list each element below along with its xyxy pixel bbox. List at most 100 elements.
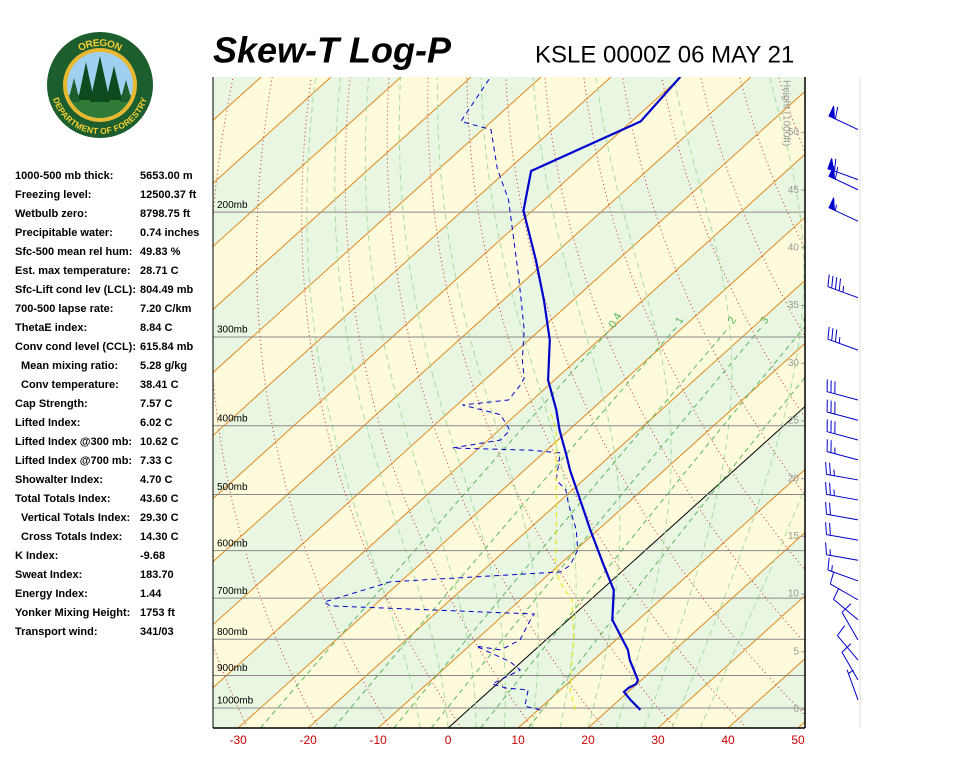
stat-value: 8.84 C xyxy=(140,322,172,334)
chart-subtitle: KSLE 0000Z 06 MAY 21 xyxy=(535,41,794,68)
moist-adiabat xyxy=(643,77,733,728)
wind-barb xyxy=(826,379,859,401)
stat-label: Sfc-500 mean rel hum: xyxy=(15,246,132,258)
y2-tick-label: 30 xyxy=(788,358,800,369)
wind-barb xyxy=(837,625,859,661)
moist-adiabat xyxy=(364,77,477,728)
temperature-band xyxy=(213,77,805,625)
stat-value: 49.83 % xyxy=(140,246,181,258)
stat-label: Sweat Index: xyxy=(15,569,82,581)
isotherm xyxy=(237,216,805,728)
moist-adiabat xyxy=(306,77,421,728)
stat-value: 1753 ft xyxy=(140,607,175,619)
mixing-ratio-line xyxy=(528,376,805,728)
stat-value: 29.30 C xyxy=(140,512,179,524)
stat-label: Showalter Index: xyxy=(15,474,103,486)
temperature-band xyxy=(213,154,805,728)
stat-label: Cap Strength: xyxy=(15,398,88,410)
stat-value: 804.49 mb xyxy=(140,284,193,296)
x-tick-label: 40 xyxy=(721,733,735,747)
wind-barb xyxy=(827,274,859,299)
mixing-ratio-line xyxy=(393,327,730,728)
stat-value: 183.70 xyxy=(140,569,174,581)
x-tick-label: -20 xyxy=(299,733,317,747)
stat-value: 12500.37 ft xyxy=(140,189,197,201)
x-tick-label: 50 xyxy=(791,733,805,747)
wind-barb xyxy=(828,105,859,131)
wind-barb xyxy=(825,501,859,521)
wind-barb xyxy=(827,326,859,351)
y-tick-label: 200mb xyxy=(217,200,248,211)
stat-label: Conv temperature: xyxy=(21,379,119,391)
y2-tick-label: 25 xyxy=(788,416,800,427)
stat-value: 43.60 C xyxy=(140,493,179,505)
dry-adiabat xyxy=(301,77,462,728)
dry-adiabat xyxy=(213,77,320,728)
x-tick-label: 20 xyxy=(581,733,595,747)
dry-adiabat xyxy=(505,77,805,716)
logo-text: OREGON xyxy=(76,37,123,53)
x-tick-label: -10 xyxy=(369,733,387,747)
y2-tick-label: 0 xyxy=(793,704,799,715)
stat-value: 341/03 xyxy=(140,626,174,638)
stat-label: Energy Index: xyxy=(15,588,88,600)
wind-barb xyxy=(841,643,859,681)
isotherm xyxy=(587,531,805,728)
stat-label: Lifted Index @700 mb: xyxy=(15,455,132,467)
plot-background: 0.412358 xyxy=(213,77,805,728)
stat-label: K Index: xyxy=(15,550,58,562)
y2-tick-label: 40 xyxy=(788,242,800,253)
moist-adiabat xyxy=(671,77,805,728)
stat-label: 1000-500 mb thick: xyxy=(15,170,113,182)
wind-barb xyxy=(825,462,859,481)
stat-label: Wetbulb zero: xyxy=(15,208,88,220)
logo-top-text: OREGON xyxy=(76,37,123,53)
y-tick-label: 1000mb xyxy=(217,696,254,707)
wind-barb xyxy=(826,419,859,441)
y-tick-label: 700mb xyxy=(217,586,248,597)
stat-label: Lifted Index @300 mb: xyxy=(15,436,132,448)
wind-barb xyxy=(827,158,859,181)
wind-barb xyxy=(841,603,859,641)
stat-value: 615.84 mb xyxy=(140,341,193,353)
logo-ground xyxy=(67,95,133,118)
moist-adiabat xyxy=(398,77,506,728)
moist-adiabat xyxy=(480,77,577,728)
stat-label: Cross Totals Index: xyxy=(21,531,122,543)
y2-tick-label: 50 xyxy=(788,127,800,138)
logo-tree xyxy=(78,62,94,100)
stat-value: -9.68 xyxy=(140,550,165,562)
y2-tick-label: 20 xyxy=(788,473,800,484)
stat-value: 38.41 C xyxy=(140,379,179,391)
wind-barb xyxy=(828,197,859,222)
logo-tree xyxy=(68,78,80,102)
x-tick-label: 10 xyxy=(511,733,525,747)
y2-tick-label: 15 xyxy=(788,531,800,542)
stat-label: Vertical Totals Index: xyxy=(21,512,130,524)
x-tick-label: 0 xyxy=(445,733,452,747)
y2-tick-label: 10 xyxy=(788,589,800,600)
stat-value: 7.33 C xyxy=(140,455,172,467)
moist-adiabat xyxy=(595,77,672,728)
stat-label: Conv cond level (CCL): xyxy=(15,341,136,353)
isotherm xyxy=(447,405,805,728)
y-tick-label: 900mb xyxy=(217,663,248,674)
stat-label: Sfc-Lift cond lev (LCL): xyxy=(15,284,136,296)
isotherm xyxy=(213,77,542,374)
isotherm xyxy=(213,77,472,311)
stat-value: 5.28 g/kg xyxy=(140,360,187,372)
stat-label: Total Totals Index: xyxy=(15,493,111,505)
isotherm xyxy=(517,468,805,728)
x-tick-label: 30 xyxy=(651,733,665,747)
mixing-ratio-label: 2 xyxy=(726,315,739,326)
stat-label: Mean mixing ratio: xyxy=(21,360,118,372)
wind-barb xyxy=(825,522,859,541)
stat-value: 6.02 C xyxy=(140,417,172,429)
stat-value: 28.71 C xyxy=(140,265,179,277)
sounding-line xyxy=(522,77,682,711)
wind-barb xyxy=(828,166,859,191)
stat-value: 0.74 inches xyxy=(140,227,199,239)
y2-axis-label: Height (1000ft) xyxy=(780,80,791,146)
stat-label: Transport wind: xyxy=(15,626,98,638)
